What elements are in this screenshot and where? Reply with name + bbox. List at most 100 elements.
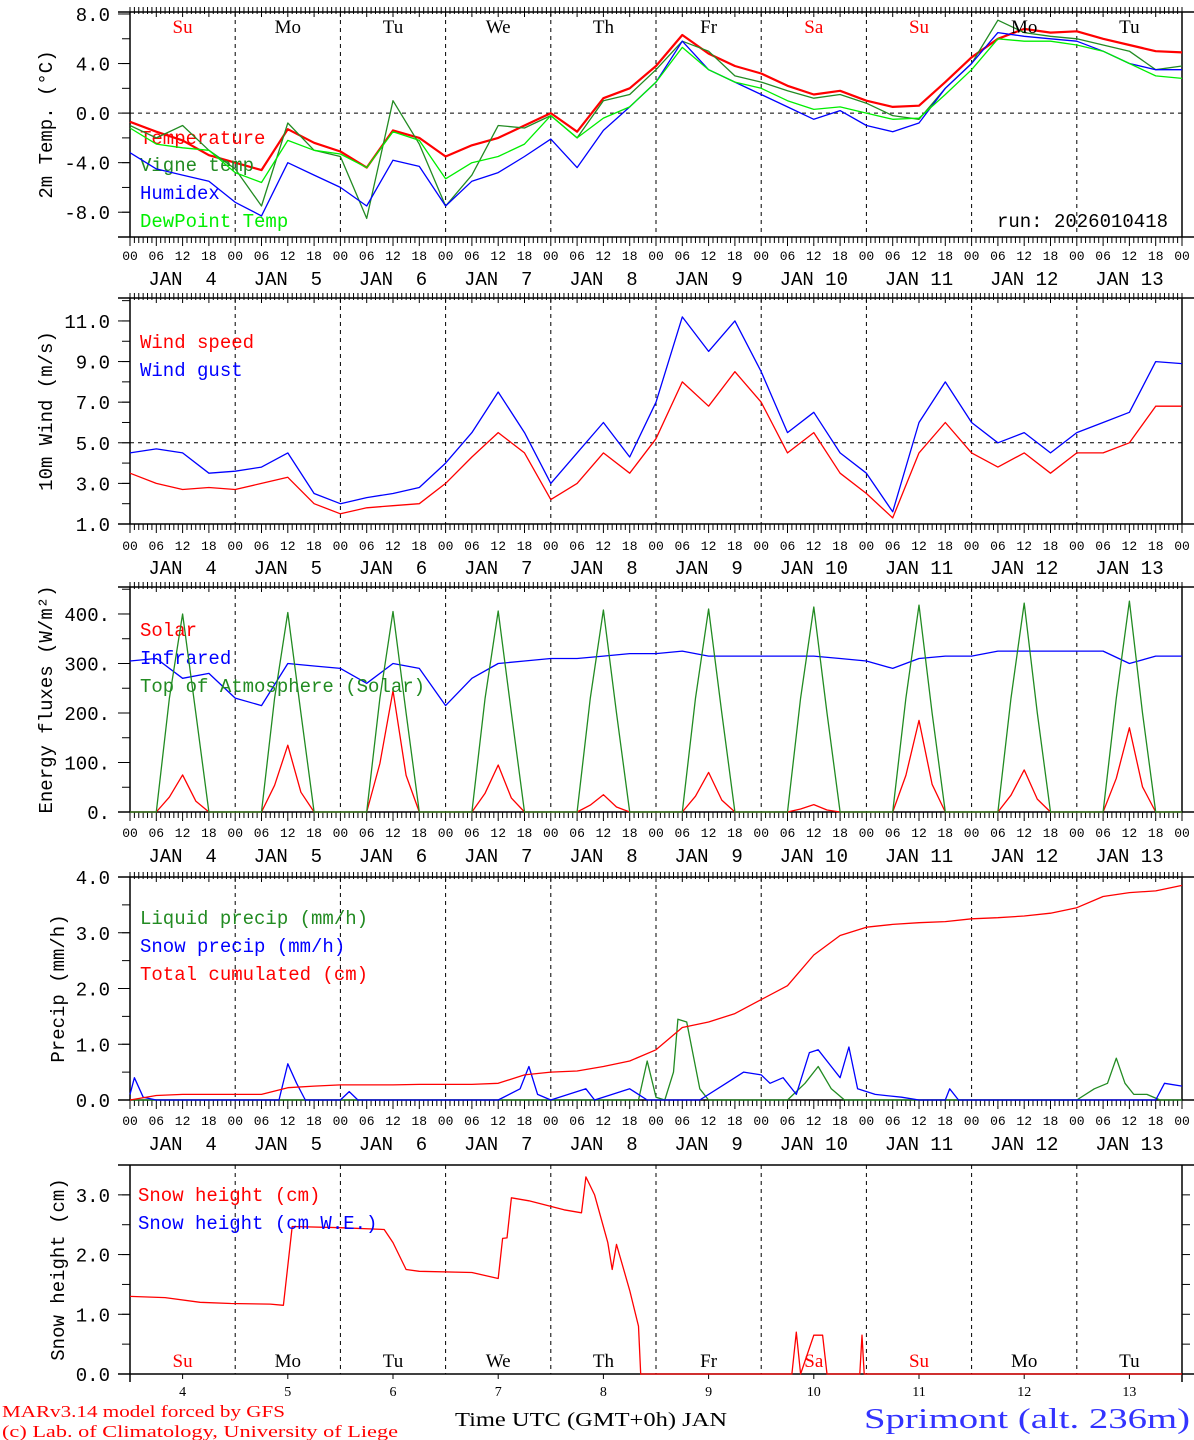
- y-tick-label: 3.0: [76, 924, 110, 946]
- x-hour-label: 12: [1016, 826, 1032, 841]
- x-day-number: 13: [1122, 1385, 1136, 1400]
- x-hour-label: 06: [359, 539, 375, 554]
- y-axis-label: 2m Temp. (°C): [36, 50, 58, 198]
- x-hour-label: 18: [517, 1114, 533, 1129]
- weekday-label: Su: [909, 17, 930, 38]
- x-date-label: JAN 6: [359, 269, 427, 291]
- x-hour-label: 12: [280, 1114, 296, 1129]
- x-hour-label: 12: [1122, 826, 1138, 841]
- x-hour-label: 06: [990, 539, 1006, 554]
- x-day-number: 8: [600, 1385, 607, 1400]
- x-hour-label: 06: [569, 1114, 585, 1129]
- x-hour-label: 06: [464, 826, 480, 841]
- weekday-label: Mo: [275, 1351, 301, 1372]
- x-date-label: JAN 10: [780, 846, 848, 868]
- x-date-label: JAN 8: [569, 1134, 637, 1156]
- x-hour-label: 18: [1043, 826, 1059, 841]
- x-hour-label: 00: [753, 1114, 769, 1129]
- panel-4: 4 5 6 7 8 9 10 11 12 13 3.0 2.0 1.0 0.0 Snow height (c…: [48, 1164, 1194, 1400]
- x-hour-label: 00: [859, 539, 875, 554]
- x-hour-label: 06: [990, 249, 1006, 264]
- x-date-label: JAN 7: [464, 846, 532, 868]
- x-hour-label: 00: [333, 1114, 349, 1129]
- x-hour-label: 12: [1016, 249, 1032, 264]
- x-hour-label: 00: [753, 539, 769, 554]
- x-hour-label: 00: [648, 826, 664, 841]
- x-hour-label: 00: [964, 1114, 980, 1129]
- y-tick-label: 3.0: [76, 1186, 110, 1208]
- x-date-label: JAN 9: [674, 269, 742, 291]
- x-hour-label: 18: [201, 826, 217, 841]
- x-date-label: JAN 9: [674, 558, 742, 580]
- x-hour-label: 00: [543, 826, 559, 841]
- x-hour-label: 00: [543, 1114, 559, 1129]
- x-hour-label: 00: [438, 249, 454, 264]
- series-line-snow-precip-mm-h-: [129, 1046, 1183, 1101]
- panel-1: 00 06 12 18 00 06 12 18 00 06 12 18 00 06 12 18 00 06 12 18…: [36, 293, 1194, 580]
- x-hour-label: 00: [227, 249, 243, 264]
- weekday-label: Tu: [383, 1351, 404, 1372]
- weekday-label: We: [486, 17, 511, 38]
- x-hour-label: 12: [806, 1114, 822, 1129]
- x-hour-label: 12: [280, 249, 296, 264]
- y-tick-label: -4.0: [64, 154, 110, 176]
- x-hour-label: 06: [885, 249, 901, 264]
- y-tick-label: 5.0: [76, 434, 110, 456]
- weekday-label: Su: [173, 17, 194, 38]
- y-tick-label: 0.0: [76, 1091, 110, 1113]
- legend-entry: Wind gust: [140, 360, 243, 382]
- x-hour-label: 06: [990, 826, 1006, 841]
- y-axis-label: 10m Wind (m/s): [36, 331, 58, 491]
- x-hour-label: 00: [648, 539, 664, 554]
- x-hour-label: 00: [1069, 826, 1085, 841]
- x-hour-label: 06: [1095, 539, 1111, 554]
- x-hour-label: 18: [1148, 1114, 1164, 1129]
- x-hour-label: 06: [990, 1114, 1006, 1129]
- x-hour-label: 12: [701, 249, 717, 264]
- x-date-label: JAN 5: [254, 269, 322, 291]
- y-tick-label: 100.: [64, 753, 110, 775]
- weekday-label: Tu: [1119, 1351, 1140, 1372]
- x-date-label: JAN 8: [569, 558, 637, 580]
- weekday-label: Mo: [1011, 1351, 1037, 1372]
- x-day-number: 9: [705, 1385, 712, 1400]
- x-date-label: JAN 8: [569, 269, 637, 291]
- legend-entry: Wind speed: [140, 332, 254, 354]
- x-axis-title: Time UTC (GMT+0h) JAN: [455, 1409, 727, 1431]
- y-tick-label: 11.0: [64, 312, 110, 334]
- y-tick-label: 4.0: [76, 55, 110, 77]
- x-hour-label: 18: [306, 1114, 322, 1129]
- y-tick-label: 1.0: [76, 1035, 110, 1057]
- x-hour-label: 18: [411, 1114, 427, 1129]
- x-hour-label: 00: [753, 249, 769, 264]
- x-hour-label: 18: [832, 1114, 848, 1129]
- x-hour-label: 12: [490, 539, 506, 554]
- x-hour-label: 18: [201, 249, 217, 264]
- x-hour-label: 18: [1148, 826, 1164, 841]
- y-tick-label: 2.0: [76, 980, 110, 1002]
- x-date-label: JAN 8: [569, 846, 637, 868]
- x-hour-label: 00: [543, 539, 559, 554]
- x-hour-label: 12: [596, 539, 612, 554]
- x-date-label: JAN 11: [885, 558, 953, 580]
- x-hour-label: 06: [885, 826, 901, 841]
- station-name: Sprimont (alt. 236m): [864, 1403, 1190, 1435]
- y-axis-label: Snow height (cm): [48, 1178, 70, 1360]
- x-hour-label: 12: [596, 1114, 612, 1129]
- x-hour-label: 18: [937, 1114, 953, 1129]
- x-hour-label: 06: [885, 1114, 901, 1129]
- x-hour-label: 06: [359, 826, 375, 841]
- x-hour-label: 00: [753, 826, 769, 841]
- x-hour-label: 12: [385, 539, 401, 554]
- x-hour-label: 06: [464, 1114, 480, 1129]
- x-hour-label: 06: [674, 249, 690, 264]
- x-hour-label: 06: [569, 539, 585, 554]
- x-hour-label: 12: [385, 1114, 401, 1129]
- x-hour-label: 12: [596, 826, 612, 841]
- weekday-label: Sa: [804, 1351, 824, 1372]
- x-date-label: JAN 9: [674, 1134, 742, 1156]
- weekday-label: Th: [593, 1351, 615, 1372]
- x-hour-label: 12: [175, 539, 191, 554]
- x-hour-label: 12: [806, 249, 822, 264]
